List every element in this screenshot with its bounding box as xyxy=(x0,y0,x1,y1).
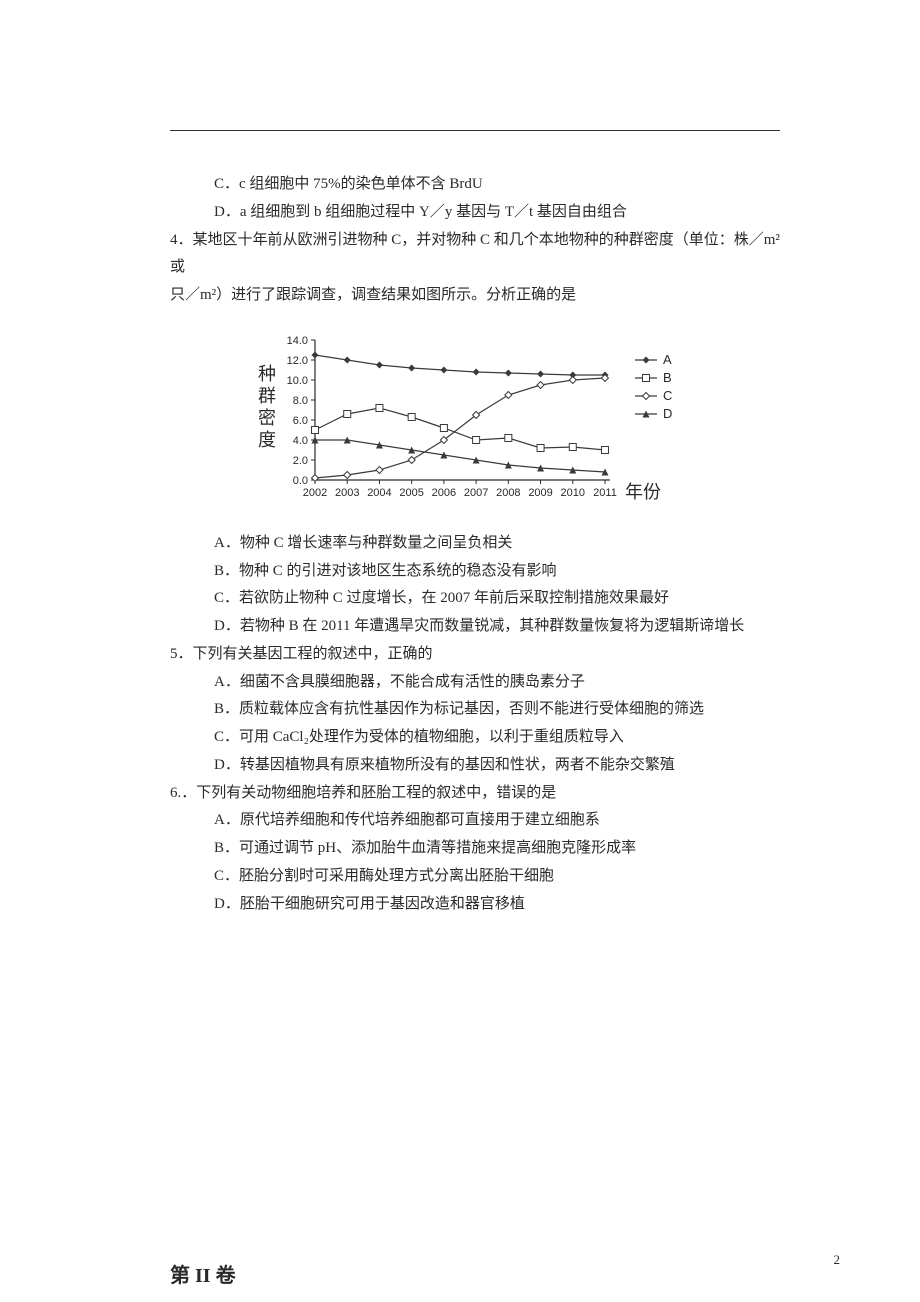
svg-text:14.0: 14.0 xyxy=(287,335,308,347)
q5-stem: 5．下列有关基因工程的叙述中，正确的 xyxy=(170,641,780,669)
svg-text:种: 种 xyxy=(258,364,276,384)
q4-option-a: A．物种 C 增长速率与种群数量之间呈负相关 xyxy=(170,530,780,558)
q4-stem-line1: 4．某地区十年前从欧洲引进物种 C，并对物种 C 和几个本地物种的种群密度（单位… xyxy=(170,227,780,283)
q6-option-d: D．胚胎干细胞研究可用于基因改造和器官移植 xyxy=(170,891,780,919)
svg-text:密: 密 xyxy=(258,408,276,428)
svg-text:0.0: 0.0 xyxy=(293,475,308,487)
q5-option-b: B．质粒载体应含有抗性基因作为标记基因，否则不能进行受体细胞的筛选 xyxy=(170,696,780,724)
svg-text:6.0: 6.0 xyxy=(293,415,308,427)
q4-option-b: B．物种 C 的引进对该地区生态系统的稳态没有影响 xyxy=(170,558,780,586)
q4-option-c: C．若欲防止物种 C 过度增长，在 2007 年前后采取控制措施效果最好 xyxy=(170,585,780,613)
svg-text:群: 群 xyxy=(258,386,276,406)
population-density-chart: 种群密度 0.0 2.0 4.0 6.0 8.0 10.0 12.0 14.0 2002 2003 2… xyxy=(240,330,710,520)
svg-text:D: D xyxy=(663,406,672,421)
svg-text:年份: 年份 xyxy=(625,482,661,502)
svg-text:2004: 2004 xyxy=(367,487,391,499)
svg-text:2.0: 2.0 xyxy=(293,455,308,467)
svg-text:2002: 2002 xyxy=(303,487,327,499)
q4-chart: 种群密度 0.0 2.0 4.0 6.0 8.0 10.0 12.0 14.0 2002 2003 2… xyxy=(170,310,780,530)
svg-text:C: C xyxy=(663,388,672,403)
svg-text:2007: 2007 xyxy=(464,487,488,499)
q3-option-c: C．c 组细胞中 75%的染色单体不含 BrdU xyxy=(170,171,780,199)
q5-option-d: D．转基因植物具有原来植物所没有的基因和性状，两者不能杂交繁殖 xyxy=(170,752,780,780)
q6-option-a: A．原代培养细胞和传代培养细胞都可直接用于建立细胞系 xyxy=(170,807,780,835)
svg-text:2003: 2003 xyxy=(335,487,359,499)
q6-option-c: C．胚胎分割时可采用酶处理方式分离出胚胎干细胞 xyxy=(170,863,780,891)
svg-text:2005: 2005 xyxy=(399,487,423,499)
q5-option-a: A．细菌不含具膜细胞器，不能合成有活性的胰岛素分子 xyxy=(170,669,780,697)
svg-text:度: 度 xyxy=(258,430,276,450)
q5-option-c: C．可用 CaCl₂处理作为受体的植物细胞，以利于重组质粒导入 xyxy=(170,724,780,752)
svg-text:2009: 2009 xyxy=(528,487,552,499)
svg-text:8.0: 8.0 xyxy=(293,395,308,407)
q4-option-d: D．若物种 B 在 2011 年遭遇旱灾而数量锐减，其种群数量恢复将为逻辑斯谛增… xyxy=(170,613,780,641)
q6-option-b: B．可通过调节 pH、添加胎牛血清等措施来提高细胞克隆形成率 xyxy=(170,835,780,863)
svg-text:2011: 2011 xyxy=(593,487,617,499)
svg-text:12.0: 12.0 xyxy=(287,355,308,367)
svg-text:4.0: 4.0 xyxy=(293,435,308,447)
page-top-rule xyxy=(170,130,780,131)
section-2-header: 第 II 卷 xyxy=(170,1258,780,1295)
svg-text:2008: 2008 xyxy=(496,487,520,499)
q6-stem: 6.．下列有关动物细胞培养和胚胎工程的叙述中，错误的是 xyxy=(170,780,780,808)
q4-stem-line2: 只／m²）进行了跟踪调查，调查结果如图所示。分析正确的是 xyxy=(170,282,780,310)
svg-text:2010: 2010 xyxy=(561,487,585,499)
svg-text:10.0: 10.0 xyxy=(287,375,308,387)
page-number: 2 xyxy=(834,1248,841,1272)
svg-text:2006: 2006 xyxy=(432,487,456,499)
svg-text:A: A xyxy=(663,352,672,367)
svg-text:B: B xyxy=(663,370,672,385)
q3-option-d: D．a 组细胞到 b 组细胞过程中 Y／y 基因与 T／t 基因自由组合 xyxy=(170,199,780,227)
